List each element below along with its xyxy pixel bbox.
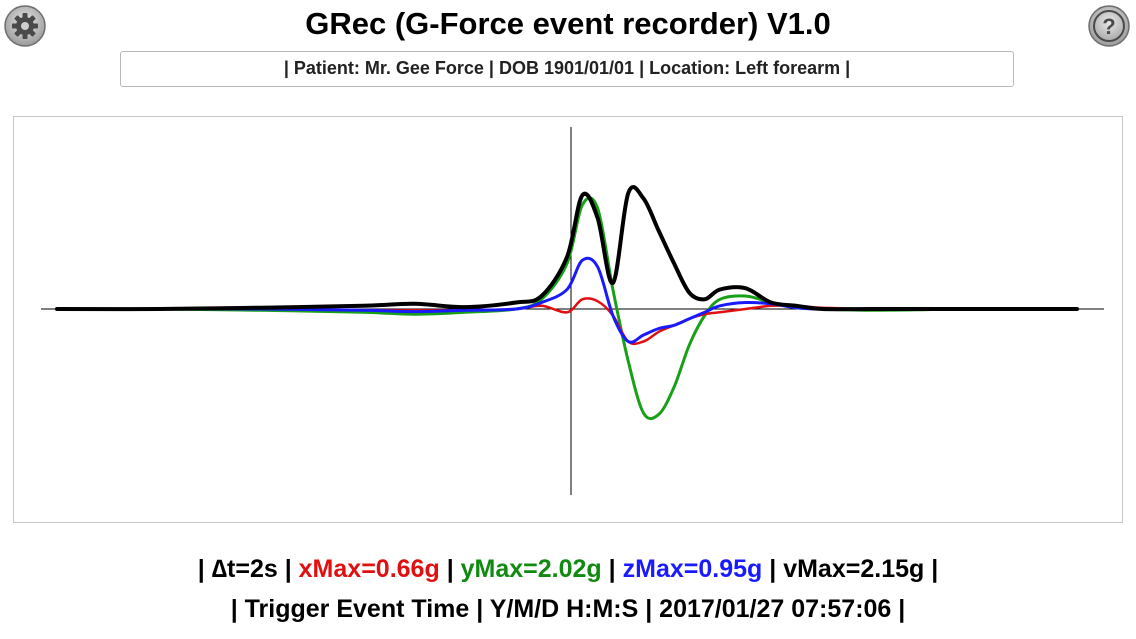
separator: | — [284, 555, 292, 583]
series-line-x — [55, 297, 1079, 346]
settings-button[interactable] — [3, 4, 47, 48]
gforce-chart — [13, 116, 1123, 523]
delta-t-value: ∆t=2s — [211, 555, 278, 583]
x-max-value: xMax=0.66g — [298, 555, 440, 583]
series-line-z — [55, 256, 1079, 344]
question-mark-icon: ? — [1088, 5, 1130, 47]
separator: | — [769, 555, 777, 583]
separator: | — [446, 555, 454, 583]
v-max-value: vMax=2.15g — [783, 555, 925, 583]
separator: | — [931, 555, 939, 583]
separator: | — [197, 555, 205, 583]
z-max-value: zMax=0.95g — [622, 555, 763, 583]
svg-text:?: ? — [1102, 14, 1115, 39]
gear-icon — [4, 5, 46, 47]
series-line-v — [55, 185, 1079, 312]
page-title: GRec (G-Force event recorder) V1.0 — [305, 6, 831, 41]
y-max-value: yMax=2.02g — [460, 555, 602, 583]
chart-plot-area — [41, 127, 1104, 495]
help-button[interactable]: ? — [1087, 4, 1131, 48]
trigger-event-time: | Trigger Event Time | Y/M/D H:M:S | 201… — [230, 595, 906, 623]
patient-info-bar: | Patient: Mr. Gee Force | DOB 1901/01/0… — [120, 51, 1014, 87]
separator: | — [608, 555, 616, 583]
stats-line: | ∆t=2s | xMax=0.66g | yMax=2.02g | zMax… — [0, 555, 1136, 584]
